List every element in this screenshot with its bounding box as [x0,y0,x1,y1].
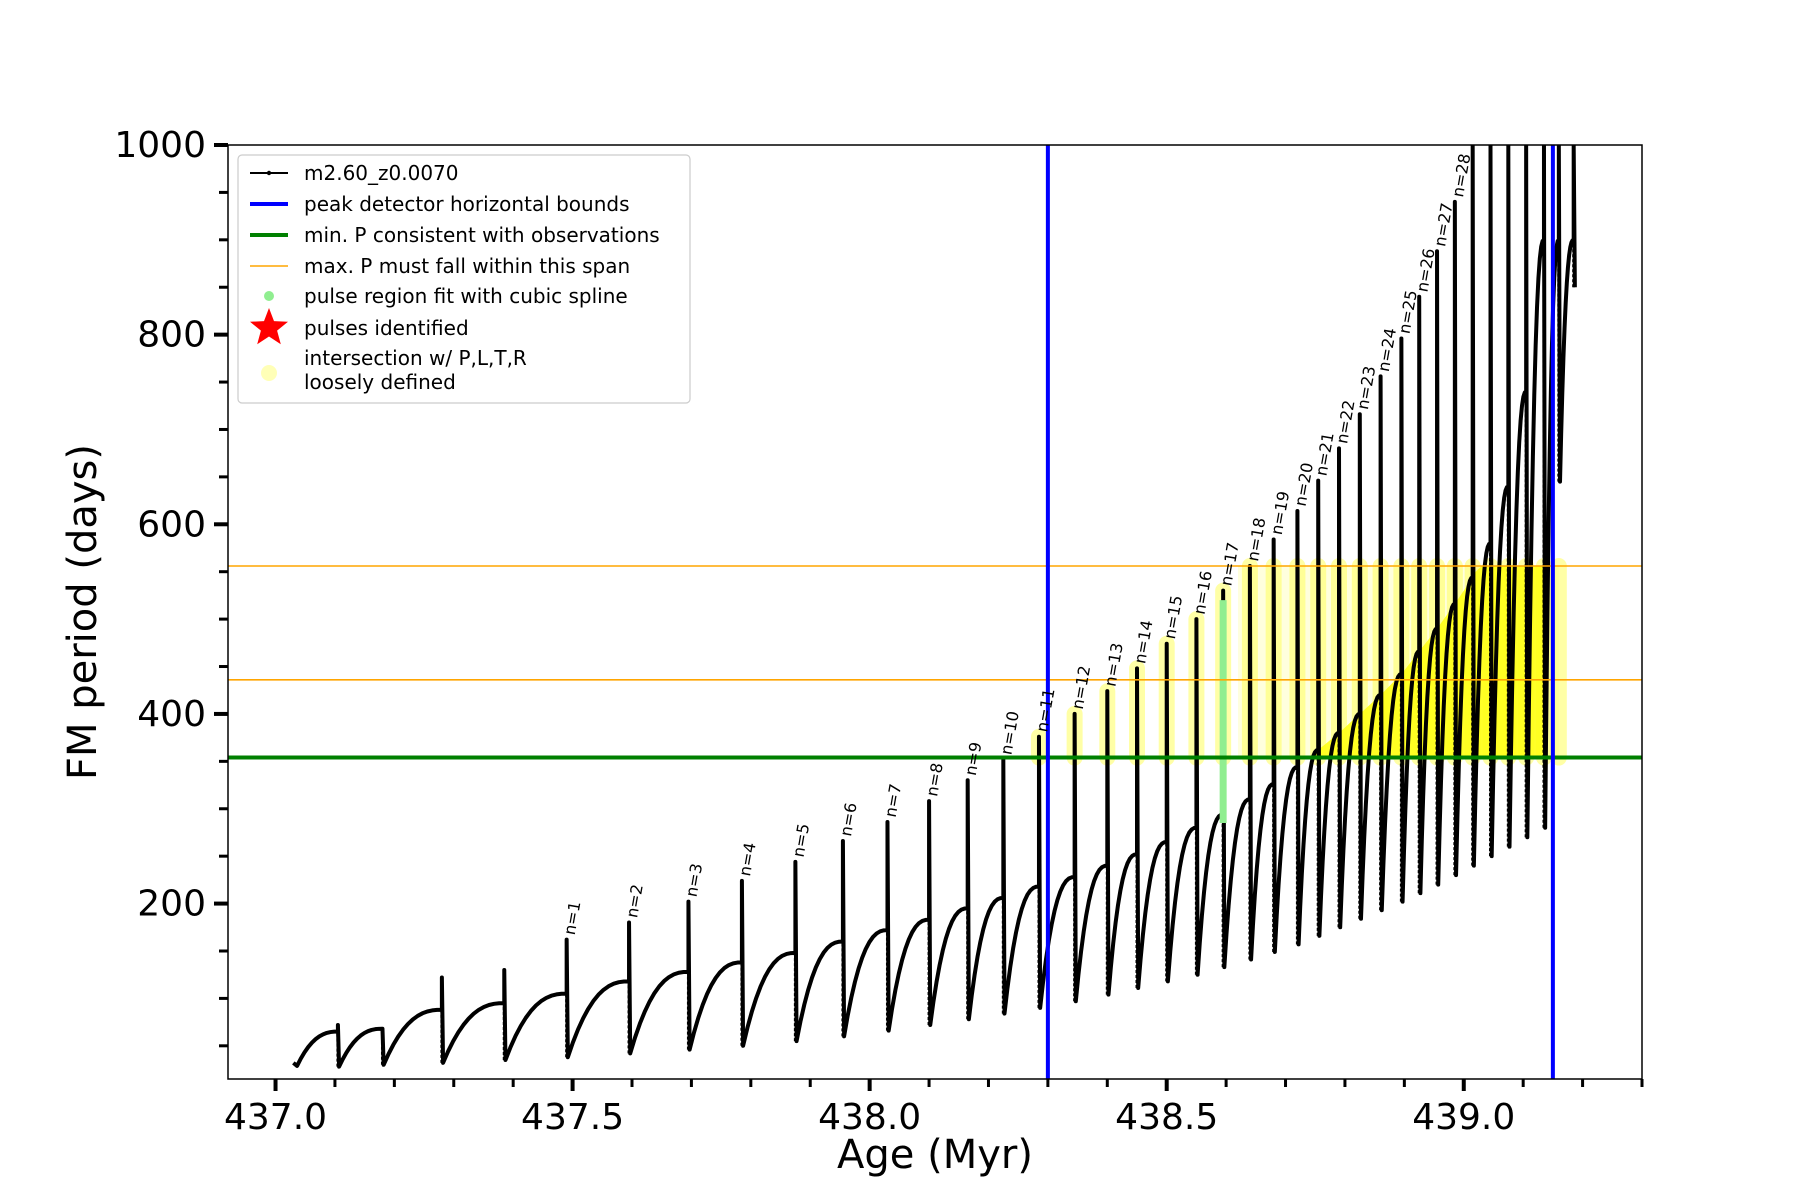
legend-label: m2.60_z0.0070 [304,161,459,185]
legend-marker-swatch [266,170,272,176]
legend-label: peak detector horizontal bounds [304,192,630,216]
y-tick-label: 1000 [114,125,206,166]
legend-label: pulses identified [304,316,469,340]
pulse-spikes [336,145,1576,1067]
legend-label: pulse region fit with cubic spline [304,284,628,308]
y-tick-label: 200 [137,884,206,925]
x-axis-label: Age (Myr) [837,1132,1033,1178]
x-tick-label: 438.5 [1115,1097,1218,1138]
y-tick-label: 600 [137,504,206,545]
legend-dot-swatch [264,291,274,301]
legend-label: intersection w/ P,L,T,R loosely defined [304,346,527,394]
x-tick-label: 438.0 [818,1097,921,1138]
legend-label: max. P must fall within this span [304,254,630,278]
period-curve [292,145,1577,1069]
x-tick-label: 439.0 [1412,1097,1515,1138]
intersection-span [1238,566,1559,758]
x-tick-label: 437.0 [224,1097,327,1138]
legend-box [237,154,691,404]
y-tick-label: 400 [137,694,206,735]
x-tick-label: 437.5 [521,1097,624,1138]
legend-faint-dot-swatch [261,365,277,381]
y-axis-label: FM period (days) [60,444,106,780]
y-tick-label: 800 [137,315,206,356]
star-icon [250,308,288,345]
plot-frame [227,144,1643,1080]
legend-label: min. P consistent with observations [304,223,660,247]
